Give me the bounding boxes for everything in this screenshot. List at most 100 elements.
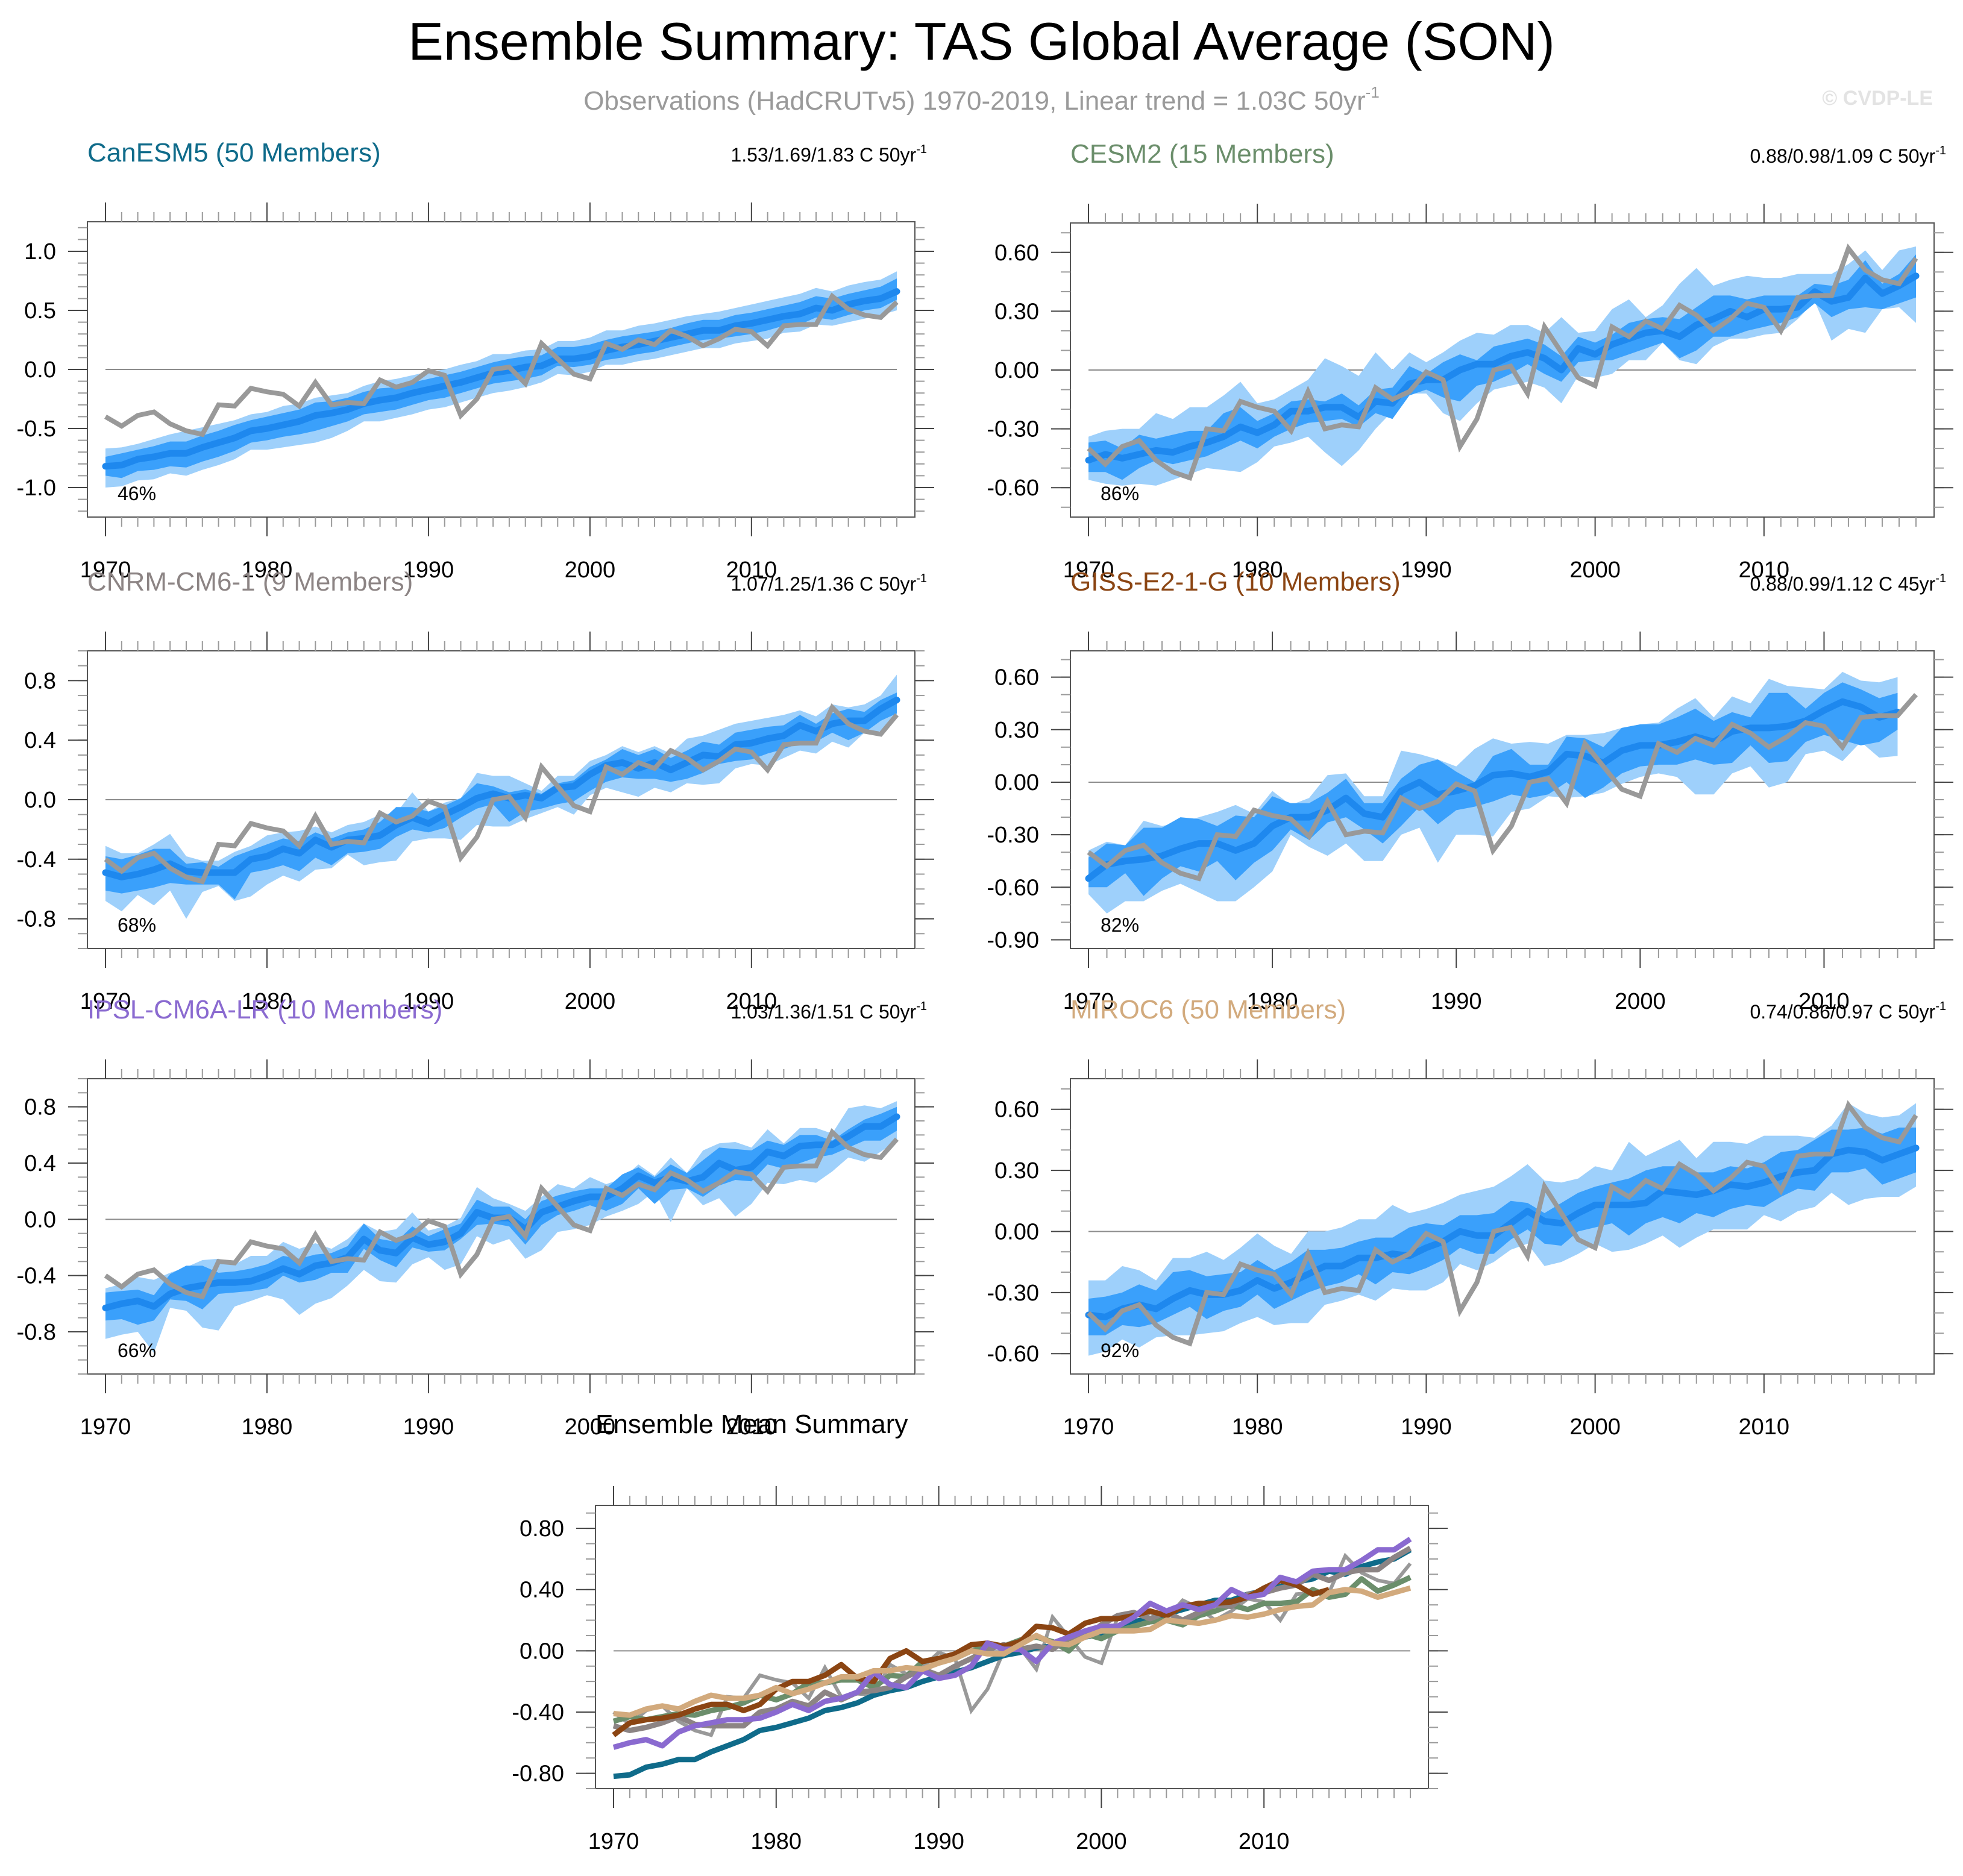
- x-tick-label: 1980: [242, 1414, 293, 1440]
- panel-cnrm-cm6-1: CNRM-CM6-1 (9 Members) 1.07/1.25/1.36 C 5…: [17, 567, 934, 1014]
- trend-text: 0.74/0.86/0.97 C 50yr: [1750, 1001, 1935, 1023]
- x-tick-label: 1980: [1247, 989, 1298, 1014]
- panel-title: CanESM5 (50 Members): [87, 138, 381, 168]
- x-tick-label: 1990: [1401, 557, 1452, 583]
- trend-text: 0.88/0.99/1.12 C 45yr: [1750, 573, 1935, 595]
- x-tick-label: 1990: [1401, 1414, 1452, 1440]
- series-miroc6: [613, 1585, 1412, 1718]
- y-tick-label: 0.0: [24, 357, 56, 383]
- observations-line: [1087, 243, 1918, 481]
- y-tick-label: 0.5: [24, 298, 56, 324]
- x-tick-label: 2000: [1615, 989, 1666, 1014]
- x-tick-label: 1980: [1232, 1414, 1283, 1440]
- y-tick-label: 0.8: [24, 668, 56, 694]
- x-tick-label: 1990: [913, 1829, 964, 1854]
- trend-superscript: -1: [1935, 572, 1946, 585]
- y-tick-label: 0.80: [520, 1516, 564, 1542]
- y-tick-label: 0.00: [994, 770, 1039, 795]
- trend-superscript: -1: [916, 572, 927, 585]
- x-tick-label: 1990: [403, 1414, 454, 1440]
- x-tick-label: 1970: [1063, 557, 1114, 583]
- y-tick-label: 0.00: [520, 1639, 564, 1664]
- trend-superscript: -1: [1935, 1000, 1946, 1013]
- trend-label: 0.88/0.98/1.09 C 50yr-1: [1750, 144, 1946, 167]
- panel-canesm5: CanESM5 (50 Members) 1.53/1.69/1.83 C 50y…: [17, 138, 934, 583]
- trend-label: 1.53/1.69/1.83 C 50yr-1: [730, 143, 927, 166]
- trend-text: 0.88/0.98/1.09 C 50yr: [1750, 145, 1935, 167]
- series-giss-e2-1-g: [612, 1578, 1330, 1737]
- x-tick-label: 1980: [1232, 557, 1283, 583]
- panel-title: CNRM-CM6-1 (9 Members): [87, 567, 413, 597]
- trend-text: 1.07/1.25/1.36 C 50yr: [730, 573, 916, 595]
- x-tick-label: 2010: [1739, 557, 1790, 583]
- panel-title: IPSL-CM6A-LR (10 Members): [87, 995, 442, 1024]
- y-tick-label: 0.60: [994, 240, 1039, 266]
- x-tick-label: 2000: [1569, 1414, 1621, 1440]
- figure-title: Ensemble Summary: TAS Global Average (SO…: [408, 11, 1555, 71]
- x-tick-label: 1970: [80, 1414, 131, 1440]
- y-tick-label: 0.60: [994, 1097, 1039, 1123]
- x-tick-label: 2000: [1076, 1829, 1127, 1854]
- y-tick-label: 0.8: [24, 1095, 56, 1120]
- panel-title: CESM2 (15 Members): [1070, 139, 1334, 169]
- x-tick-label: 2000: [565, 557, 616, 583]
- trend-text: 1.03/1.36/1.51 C 50yr: [730, 1001, 916, 1023]
- y-tick-label: -0.30: [987, 1281, 1039, 1306]
- watermark: © CVDP-LE: [1822, 87, 1933, 110]
- panel-title: GISS-E2-1-G (10 Members): [1070, 567, 1401, 597]
- ensemble-mean-line: [1085, 272, 1920, 464]
- x-tick-label: 1970: [588, 1829, 639, 1854]
- percentile-label: 92%: [1101, 1340, 1139, 1361]
- x-tick-label: 1970: [1063, 1414, 1114, 1440]
- y-tick-label: -0.8: [17, 1320, 56, 1345]
- observations-line: [104, 292, 899, 438]
- y-tick-label: -0.5: [17, 416, 56, 442]
- y-tick-label: -0.4: [17, 847, 56, 873]
- y-tick-label: -0.30: [987, 823, 1039, 848]
- subtitle-text: Observations (HadCRUTv5) 1970-2019, Line…: [583, 86, 1366, 116]
- trend-superscript: -1: [916, 143, 927, 156]
- y-tick-label: 0.40: [520, 1578, 564, 1603]
- percentile-label: 46%: [118, 483, 156, 504]
- x-tick-label: 1970: [1063, 989, 1114, 1014]
- observations-line: [104, 1128, 899, 1300]
- x-tick-label: 1970: [80, 989, 131, 1014]
- y-tick-label: -0.30: [987, 417, 1039, 442]
- panel-cesm2: CESM2 (15 Members) 0.88/0.98/1.09 C 50yr-…: [987, 139, 1953, 583]
- x-tick-label: 2000: [565, 989, 616, 1014]
- trend-text: 1.53/1.69/1.83 C 50yr: [730, 144, 916, 166]
- trend-label: 0.74/0.86/0.97 C 50yr-1: [1750, 1000, 1946, 1023]
- y-tick-label: 1.0: [24, 239, 56, 265]
- y-tick-label: 0.30: [994, 299, 1039, 324]
- y-tick-label: 0.4: [24, 728, 56, 753]
- y-tick-label: -0.80: [512, 1761, 564, 1787]
- panel-giss-e2-1-g: GISS-E2-1-G (10 Members) 0.88/0.99/1.12 C…: [987, 567, 1953, 1014]
- panel-title: MIROC6 (50 Members): [1070, 995, 1346, 1024]
- x-tick-label: 2010: [726, 557, 777, 583]
- percentile-label: 82%: [1101, 914, 1139, 936]
- x-tick-label: 1980: [242, 989, 293, 1014]
- panel-miroc6: MIROC6 (50 Members) 0.74/0.86/0.97 C 50yr…: [987, 995, 1953, 1440]
- observations-line: [1087, 1100, 1918, 1347]
- observations-line: [1087, 692, 1918, 882]
- observations-line: [104, 703, 899, 885]
- percentile-label: 68%: [118, 914, 156, 936]
- x-tick-label: 1980: [242, 557, 293, 583]
- trend-label: 0.88/0.99/1.12 C 45yr-1: [1750, 572, 1946, 595]
- ensemble-mean-line: [1085, 698, 1901, 882]
- y-tick-label: 0.30: [994, 718, 1039, 743]
- ensemble-mean-line: [102, 288, 900, 470]
- y-tick-label: 0.0: [24, 788, 56, 813]
- percentile-label: 66%: [118, 1340, 156, 1361]
- y-tick-label: -0.90: [987, 927, 1039, 953]
- percentile-label: 86%: [1101, 483, 1139, 504]
- y-tick-label: 0.60: [994, 665, 1039, 691]
- y-tick-label: -0.40: [512, 1700, 564, 1725]
- y-tick-label: 0.00: [994, 358, 1039, 383]
- x-tick-label: 2000: [565, 1414, 616, 1440]
- x-tick-label: 2010: [1239, 1829, 1290, 1854]
- y-tick-label: 0.0: [24, 1207, 56, 1232]
- panel-ensemble-mean-summary: Ensemble Mean Summary -0.80 -0.40 0.00 0.40 0…: [512, 1410, 1448, 1854]
- panel-ipsl-cm6a-lr: IPSL-CM6A-LR (10 Members) 1.03/1.36/1.51 …: [17, 995, 934, 1440]
